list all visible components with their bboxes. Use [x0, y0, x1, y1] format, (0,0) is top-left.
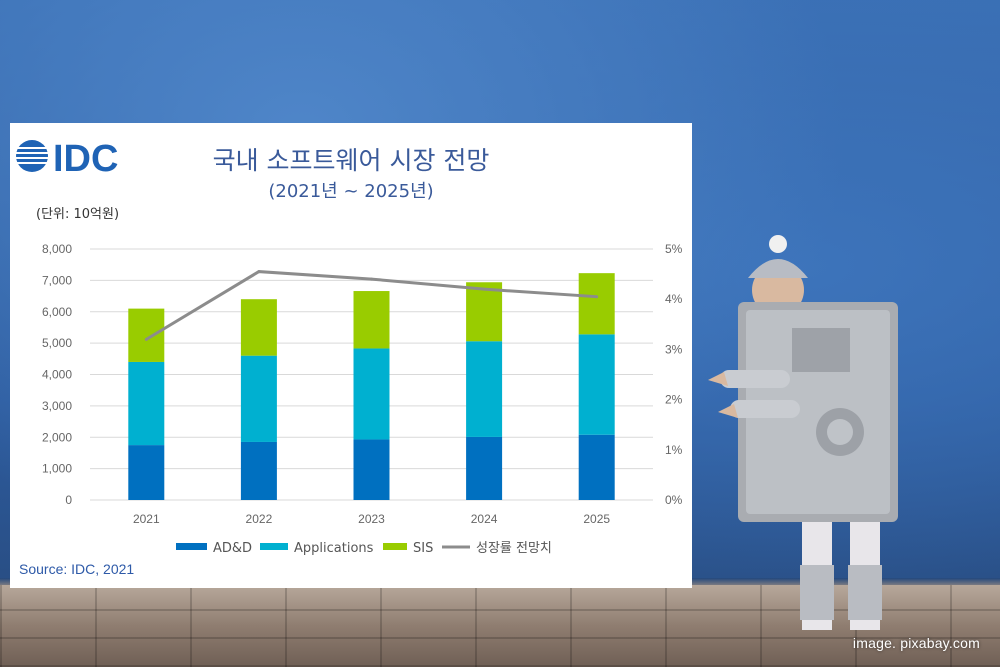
y2-tick-label: 2%: [665, 393, 683, 407]
legend-label: 성장률 전망치: [476, 541, 552, 556]
bar-segment: [353, 439, 390, 500]
bar-segment: [466, 341, 503, 437]
idc-logo-text: IDC: [53, 138, 118, 178]
x-tick-label: 2022: [246, 512, 273, 526]
growth-point: [595, 295, 599, 299]
idc-logo: IDC: [16, 138, 118, 178]
y-tick-label: 5,000: [42, 336, 72, 350]
chart-panel: IDC 국내 소프트웨어 시장 전망 (2021년 ~ 2025년) (단위: …: [10, 123, 692, 588]
y-tick-label: 3,000: [42, 399, 72, 413]
x-tick-label: 2021: [133, 512, 160, 526]
x-tick-label: 2024: [471, 512, 498, 526]
unit-label: (단위: 10억원): [36, 207, 120, 222]
legend-swatch: [260, 543, 288, 550]
bar-segment: [128, 445, 165, 500]
growth-point: [257, 270, 261, 274]
bar-segment: [578, 273, 615, 335]
source-label: Source: IDC, 2021: [19, 561, 135, 577]
chart-subtitle: (2021년 ~ 2025년): [268, 181, 434, 202]
y2-tick-label: 3%: [665, 342, 683, 356]
bar-segment: [240, 355, 277, 442]
growth-point: [370, 277, 373, 281]
y-tick-label: 4,000: [42, 368, 72, 382]
stacked-bar-chart: 0 1,000 2,000 3,000 4,000 5,000 6,000 7,000 8,00…: [42, 242, 683, 556]
y-tick-label: 0: [65, 493, 72, 507]
growth-point: [482, 287, 486, 291]
legend-label: Applications: [294, 541, 374, 556]
y-tick-label: 2,000: [42, 430, 72, 444]
growth-point: [144, 337, 148, 341]
idc-globe-icon: [16, 140, 48, 172]
y-tick-label: 8,000: [42, 242, 72, 256]
bar-segment: [128, 308, 165, 362]
x-tick-label: 2023: [358, 512, 385, 526]
bar-segment: [353, 291, 390, 349]
y-tick-label: 7,000: [42, 273, 72, 287]
y2-tick-label: 1%: [665, 443, 683, 457]
bar-segment: [466, 282, 503, 342]
bar-segment: [353, 348, 390, 440]
bar-segment: [578, 334, 615, 435]
bar-segment: [240, 299, 277, 356]
y-tick-label: 6,000: [42, 305, 72, 319]
y2-tick-label: 5%: [665, 242, 683, 256]
chart-title: 국내 소프트웨어 시장 전망: [212, 146, 490, 175]
bar-segment: [128, 361, 165, 446]
x-tick-label: 2025: [583, 512, 610, 526]
y2-tick-label: 0%: [665, 493, 683, 507]
legend-label: AD&D: [213, 541, 252, 556]
y-tick-label: 1,000: [42, 462, 72, 476]
bar-segment: [578, 434, 615, 500]
legend-label: SIS: [413, 541, 433, 556]
legend-swatch: [176, 543, 207, 550]
bar-segment: [466, 436, 503, 500]
legend-swatch: [383, 543, 407, 550]
robot-costume-person: [708, 235, 898, 630]
image-credit: image. pixabay.com: [852, 635, 980, 651]
y2-tick-label: 4%: [665, 292, 683, 306]
bar-segment: [240, 441, 277, 500]
